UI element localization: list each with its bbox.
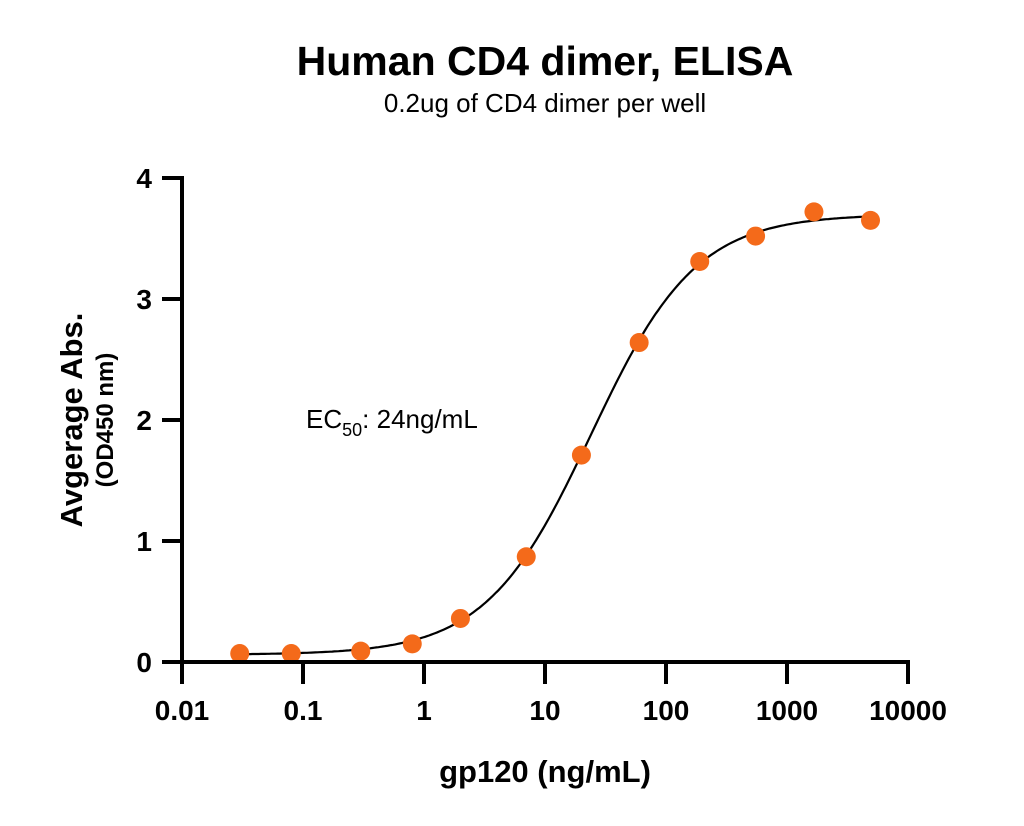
- x-tick-label: 0.1: [284, 695, 323, 726]
- data-point: [281, 644, 301, 664]
- x-tick-label: 1000: [756, 695, 818, 726]
- x-tick-label: 10: [529, 695, 560, 726]
- data-point: [690, 251, 710, 271]
- chart-subtitle: 0.2ug of CD4 dimer per well: [383, 88, 707, 118]
- y-tick-label: 2: [136, 405, 152, 436]
- x-axis-label: gp120 (ng/mL): [439, 754, 651, 789]
- data-point: [230, 644, 250, 664]
- y-tick-label: 4: [136, 163, 152, 194]
- x-tick-label: 100: [643, 695, 690, 726]
- data-point: [571, 445, 591, 465]
- x-tick-label: 10000: [869, 695, 947, 726]
- data-point: [450, 608, 470, 628]
- fit-curve: [239, 215, 871, 656]
- y-tick-label: 3: [136, 284, 152, 315]
- x-tick-label: 1: [416, 695, 432, 726]
- y-axis-label: Avgerage Abs.: [54, 313, 89, 528]
- data-point: [746, 226, 766, 246]
- data-point: [351, 641, 371, 661]
- data-point: [402, 634, 422, 654]
- data-point: [861, 210, 881, 230]
- data-point: [629, 333, 649, 353]
- x-tick-label: 0.01: [155, 695, 210, 726]
- data-point: [804, 202, 824, 222]
- chart-title: Human CD4 dimer, ELISA: [296, 38, 794, 84]
- data-point: [516, 547, 536, 567]
- y-tick-label: 1: [136, 526, 152, 557]
- ec50-annotation: EC50: 24ng/mL: [306, 404, 478, 440]
- y-tick-label: 0: [136, 647, 152, 678]
- y-axis-sublabel: (OD450 nm): [92, 353, 119, 488]
